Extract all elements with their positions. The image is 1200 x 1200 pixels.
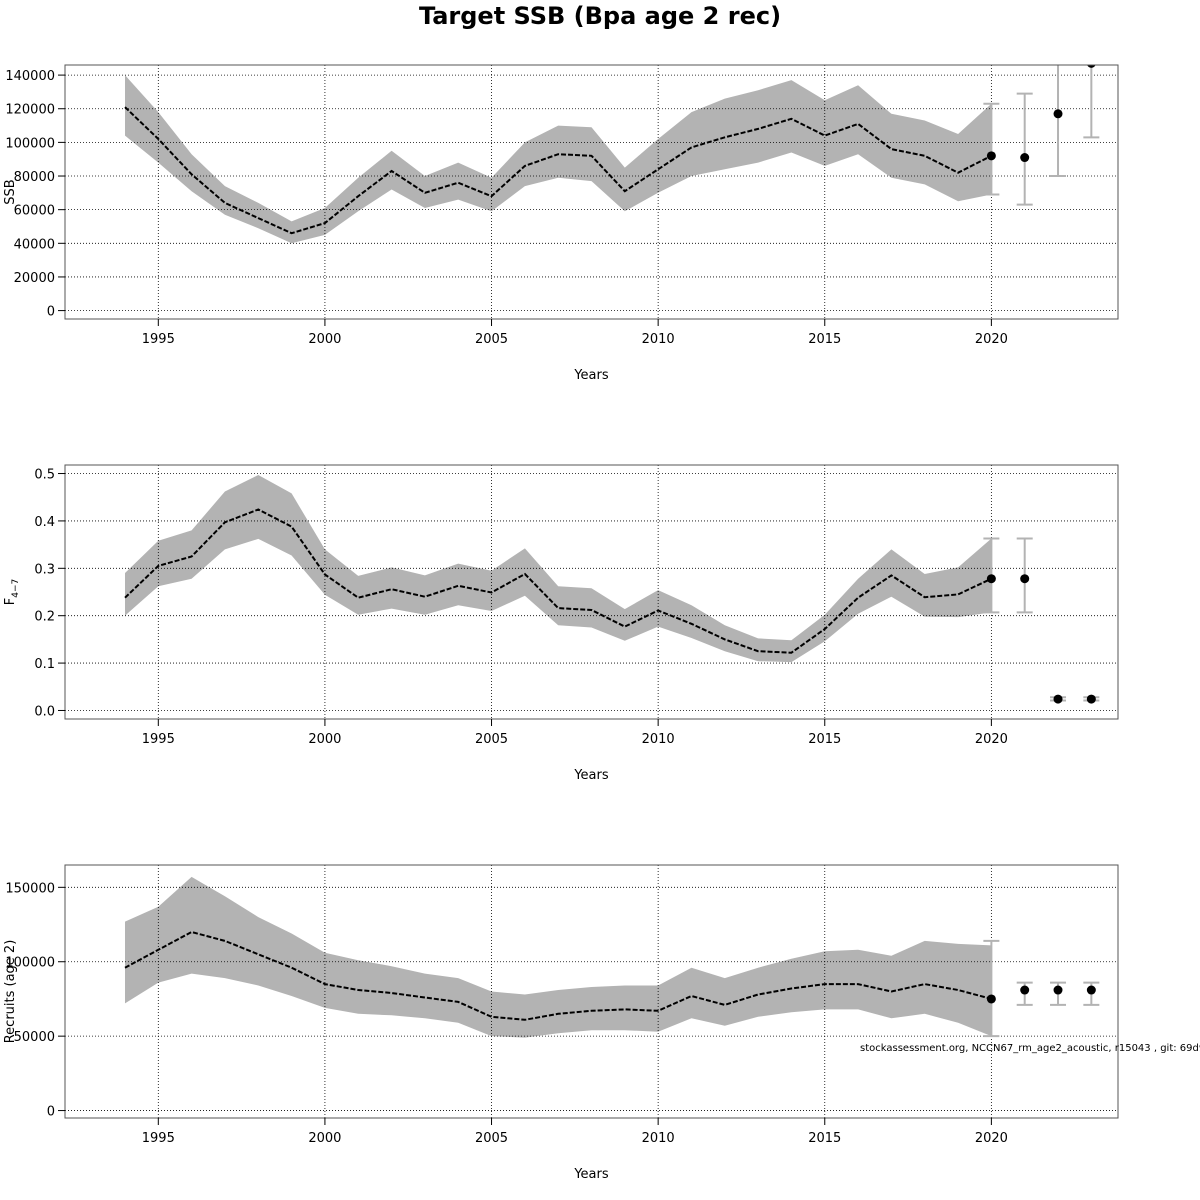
chart-title: Target SSB (Bpa age 2 rec) [418, 2, 782, 30]
forecast-point [986, 151, 996, 161]
y-tick-label: 20000 [14, 271, 55, 286]
forecast-point [1087, 65, 1096, 68]
y-tick-label: 140000 [5, 69, 55, 84]
x-tick-label: 2020 [975, 1131, 1008, 1146]
x-tick-label: 2015 [808, 332, 841, 347]
forecast-point [1086, 985, 1096, 995]
y-tick-label: 120000 [5, 103, 55, 118]
y-tick-label: 0.5 [34, 468, 55, 483]
y-tick-label: 100000 [5, 956, 55, 971]
y-tick-label: 40000 [14, 237, 55, 252]
plot-frame [64, 864, 1119, 1119]
panel-1: 1995 2000 2005 2010 2015 2020 0 20000 40000 60000… [3, 64, 1119, 383]
forecast-point [1020, 985, 1030, 995]
y-tick-label: 0.4 [34, 515, 55, 530]
y-axis-label-subscript: 4−7 [11, 579, 21, 598]
forecast-point [1020, 153, 1030, 163]
confidence-band [125, 75, 992, 244]
x-tick-label: 2000 [308, 732, 341, 747]
estimate-line [124, 106, 992, 235]
x-tick-label: 1995 [142, 732, 175, 747]
forecast-point [1020, 574, 1030, 584]
x-tick-label: 2020 [975, 732, 1008, 747]
x-tick-label: 2015 [808, 732, 841, 747]
y-tick-label: 50000 [14, 1030, 55, 1045]
x-axis-label: Years [573, 368, 609, 383]
y-tick-label: 0.2 [34, 610, 55, 625]
plot-frame [64, 464, 1119, 720]
x-tick-label: 2010 [642, 1131, 675, 1146]
confidence-band [125, 475, 992, 663]
x-axis-label: Years [573, 768, 609, 783]
y-axis-label: Recruits (age 2) [3, 940, 18, 1044]
forecast-point [986, 994, 996, 1004]
y-tick-label: 0 [47, 305, 55, 320]
x-tick-label: 2010 [642, 332, 675, 347]
y-tick-label: 0.0 [34, 704, 55, 719]
panel-2: 1995 2000 2005 2010 2015 2020 0.0 0.1 0.2 0.3 0.4 0… [3, 464, 1119, 783]
x-tick-label: 2010 [642, 732, 675, 747]
x-tick-label: 2015 [808, 1131, 841, 1146]
footnote: stockassessment.org, NCCN67_rm_age2_acou… [860, 1043, 1200, 1054]
plot-area [65, 65, 1118, 319]
x-tick-label: 2005 [475, 732, 508, 747]
forecast-point [986, 574, 996, 584]
forecast-point [1053, 694, 1063, 704]
forecast-point [1053, 109, 1063, 119]
plot-area [65, 465, 1118, 719]
panel-3: 1995 2000 2005 2010 2015 2020 0 50000 100000 1500… [3, 864, 1119, 1182]
y-tick-label: 150000 [5, 881, 55, 896]
y-tick-label: 0.3 [34, 562, 55, 577]
forecast-point [1086, 694, 1096, 704]
plot-frame [64, 64, 1119, 320]
estimate-line [124, 930, 992, 1021]
x-tick-label: 2000 [308, 1131, 341, 1146]
x-axis-label: Years [573, 1167, 609, 1182]
x-tick-label: 2020 [975, 332, 1008, 347]
y-tick-label: 80000 [14, 170, 55, 185]
y-axis-label: F4−7 [3, 579, 21, 605]
y-tick-label: 0 [47, 1105, 55, 1120]
y-tick-label: 0.1 [34, 657, 55, 672]
x-tick-label: 1995 [142, 1131, 175, 1146]
confidence-band [125, 876, 992, 1038]
plot-area [65, 865, 1118, 1118]
x-tick-label: 2005 [475, 332, 508, 347]
estimate-line [124, 508, 992, 654]
y-axis-label: SSB [3, 179, 18, 204]
x-tick-label: 1995 [142, 332, 175, 347]
x-tick-label: 2005 [475, 1131, 508, 1146]
x-tick-label: 2000 [308, 332, 341, 347]
y-tick-label: 100000 [5, 136, 55, 151]
forecast-point [1053, 985, 1063, 995]
y-tick-label: 60000 [14, 204, 55, 219]
